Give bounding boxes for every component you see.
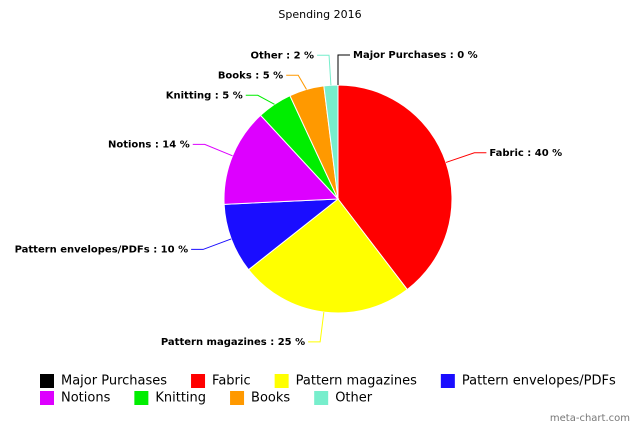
- data-label: Major Purchases : 0 %: [353, 50, 478, 61]
- data-label: Notions : 14 %: [108, 139, 190, 150]
- legend-label: Fabric: [212, 374, 251, 389]
- leader-line: [286, 74, 307, 90]
- legend-swatch: [40, 374, 54, 388]
- data-label: Books : 5 %: [218, 70, 283, 81]
- legend-label: Pattern envelopes/PDFs: [462, 374, 616, 389]
- data-label: Knitting : 5 %: [166, 90, 243, 101]
- data-label: Fabric : 40 %: [489, 148, 562, 159]
- legend-label: Major Purchases: [61, 374, 167, 389]
- legend-label: Other: [335, 391, 373, 406]
- legend-swatch: [314, 391, 329, 405]
- leader-line: [245, 94, 275, 105]
- legend-label: Knitting: [155, 391, 206, 406]
- legend-swatch: [191, 374, 206, 388]
- legend-swatch: [274, 374, 289, 388]
- watermark: meta-chart.com: [550, 413, 630, 424]
- leader-line: [337, 54, 350, 85]
- legend-swatch: [134, 391, 149, 405]
- legend-swatch: [40, 391, 54, 405]
- data-label: Other : 2 %: [251, 50, 315, 61]
- legend-swatch: [230, 391, 245, 405]
- leader-line: [445, 152, 487, 163]
- legend-label: Books: [251, 391, 290, 406]
- legend-label: Pattern magazines: [296, 374, 417, 389]
- data-label: Pattern magazines : 25 %: [161, 337, 305, 348]
- leader-line: [317, 54, 332, 86]
- data-label: Pattern envelopes/PDFs : 10 %: [15, 244, 189, 255]
- leader-line: [191, 238, 232, 250]
- legend-label: Notions: [61, 391, 111, 406]
- leader-line: [192, 143, 233, 157]
- legend-swatch: [440, 374, 455, 388]
- leader-line: [308, 312, 325, 343]
- chart-title: Spending 2016: [278, 8, 361, 21]
